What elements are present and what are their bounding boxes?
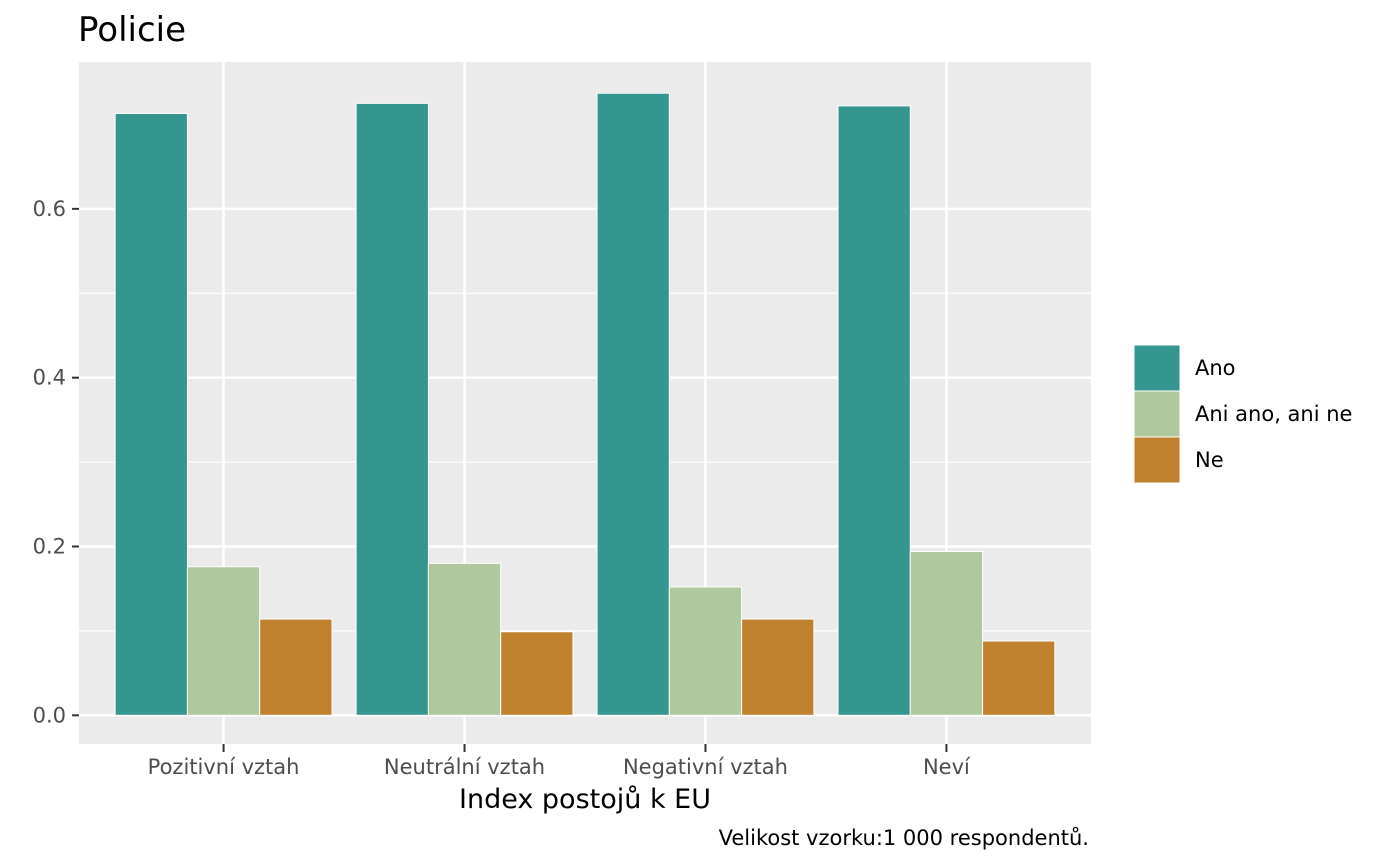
bar <box>909 551 984 716</box>
legend-label: Ani ano, ani ne <box>1195 402 1352 426</box>
legend-key <box>1133 436 1181 484</box>
bar <box>596 92 670 716</box>
legend-key <box>1133 344 1181 392</box>
chart-title: Policie <box>78 10 186 50</box>
bar <box>668 586 743 716</box>
bar <box>259 618 333 716</box>
bar <box>741 618 815 716</box>
bars <box>114 92 1056 716</box>
legend-label: Ne <box>1195 448 1224 472</box>
bar <box>427 562 502 716</box>
x-tick-label: Negativní vztah <box>623 755 788 779</box>
legend-key <box>1133 390 1181 438</box>
y-tick-label: 0.6 <box>33 197 66 221</box>
x-tick-label: Neutrální vztah <box>384 755 545 779</box>
bar <box>837 105 911 716</box>
legend: Ano Ani ano, ani ne Ne <box>1133 344 1352 484</box>
bar <box>355 102 429 716</box>
y-axis: 0.0 0.2 0.4 0.6 <box>33 197 79 727</box>
legend-label: Ano <box>1195 356 1236 380</box>
chart-caption: Velikost vzorku:1 000 respondentů. <box>719 826 1089 850</box>
bar <box>186 566 261 716</box>
bar <box>500 631 574 716</box>
y-tick-label: 0.2 <box>33 534 66 558</box>
y-tick-label: 0.0 <box>33 703 66 727</box>
bar <box>114 112 188 716</box>
x-tick-label: Pozitivní vztah <box>148 755 300 779</box>
x-axis: Pozitivní vztah Neutrální vztah Negativní … <box>148 744 971 779</box>
x-tick-label: Neví <box>923 755 971 779</box>
x-axis-title: Index postojů k EU <box>459 784 711 815</box>
bar <box>982 640 1056 716</box>
y-tick-label: 0.4 <box>33 366 66 390</box>
